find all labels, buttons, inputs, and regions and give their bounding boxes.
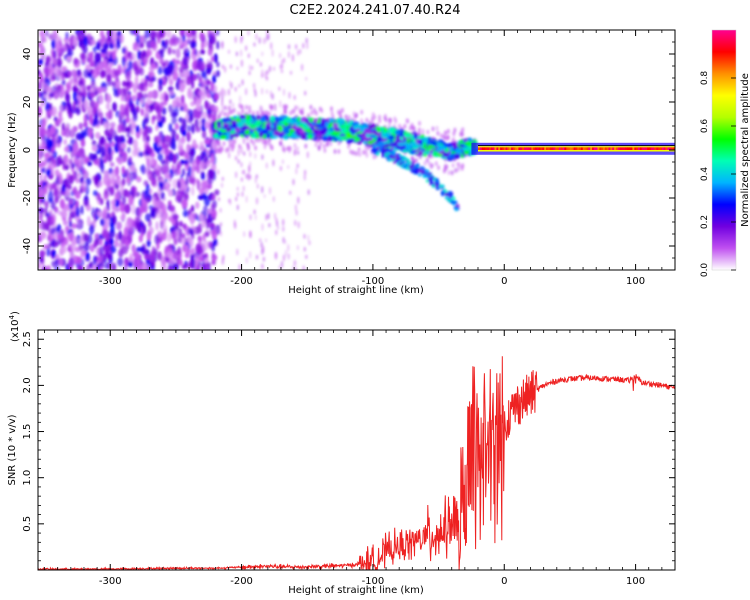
x-tick-label: -300 [99,276,122,287]
y-tick-label: 20 [22,96,33,109]
snr-multiplier-exponent: 4 [8,314,16,319]
x-tick-label: -200 [230,276,253,287]
snr-y-ticks: 0.5 1.0 1.5 2.0 2.5 [22,331,675,562]
y-tick-label: -20 [22,190,33,206]
x-tick-label: -100 [362,276,385,287]
spectrogram-y-ticks: -40 -20 0 20 40 [22,29,675,271]
y-tick-label: 2.0 [22,377,33,393]
x-tick-label: -300 [99,576,122,587]
y-tick-label: -40 [22,238,33,254]
x-tick-label: 0 [501,276,507,287]
y-tick-label: 0.5 [22,516,33,532]
svg-text:(x104): (x104) [8,311,21,342]
y-tick-label: 40 [22,48,33,61]
x-tick-label: -100 [362,576,385,587]
spectrogram-x-ticks: -300 -200 -100 0 100 [44,30,663,287]
y-tick-label: 0 [22,147,33,153]
colorbar-label: Normalized spectral amplitude [740,73,750,227]
colorbar-tick-label: 0.2 [700,215,710,229]
colorbar-tick-label: 0.4 [700,167,710,182]
x-tick-label: -200 [230,576,253,587]
snr-x-ticks: -300 -200 -100 0 100 [44,330,663,587]
colorbar: 0.0 0.2 0.4 0.6 0.8 Normalized spectral ampl… [700,29,750,278]
colorbar-tick-label: 0.0 [700,263,710,278]
snr-panel: -300 -200 -100 0 100 0.5 1.0 1.5 2.0 2.5 Height … [7,311,676,596]
snr-x-label: Height of straight line (km) [288,585,424,596]
colorbar-tick-label: 0.8 [700,71,710,86]
colorbar-frame [711,29,737,271]
y-tick-label: 2.5 [22,331,33,347]
snr-frame [37,329,676,571]
spectrogram-y-label: Frequency (Hz) [7,112,18,188]
x-tick-label: 100 [626,276,645,287]
snr-series-line [38,356,675,570]
snr-multiplier-base: (x10 [10,319,21,342]
colorbar-tick-label: 0.6 [700,119,710,134]
snr-y-multiplier: (x104) [8,311,21,342]
y-tick-label: 1.0 [22,470,33,486]
x-tick-label: 0 [501,576,507,587]
figure-title: C2E2.2024.241.07.40.R24 [289,3,460,18]
snr-y-label: SNR (10 * v/v) [7,414,18,485]
spectrogram-x-label: Height of straight line (km) [288,285,424,296]
colorbar-ticks: 0.0 0.2 0.4 0.6 0.8 [700,71,736,278]
colorbar-gradient [712,30,736,270]
x-tick-label: 100 [626,576,645,587]
y-tick-label: 1.5 [22,424,33,440]
spectrogram-heatmap [38,30,675,270]
